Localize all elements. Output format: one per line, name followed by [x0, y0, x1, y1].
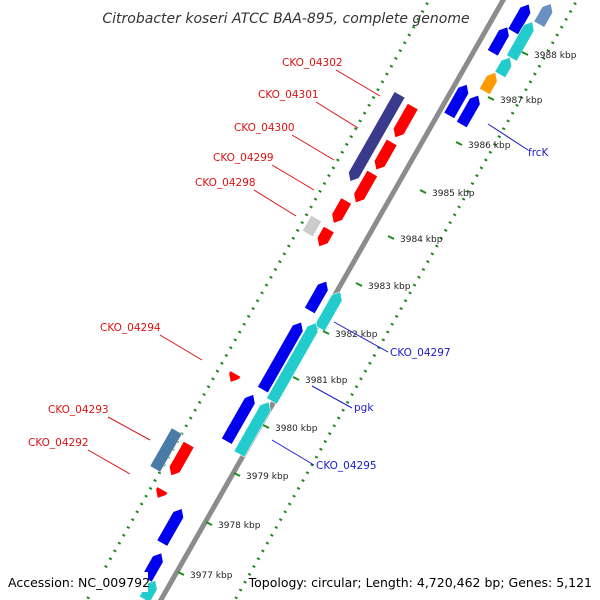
- tick-mark: [455, 141, 463, 146]
- label-leader-line: [335, 69, 381, 97]
- gene-label-track: CKO_04302 CKO_04301 CKO_04300 CKO_04299 CKO_…: [28, 57, 550, 475]
- reverse-feature-2[interactable]: [373, 138, 398, 171]
- cds-feature-3[interactable]: [486, 26, 510, 57]
- tick-track: 3977 kbp 3978 kbp 3979 kbp 3980 kbp 3981 kbp…: [177, 51, 577, 581]
- gc-track-inner: [233, 0, 579, 600]
- label-leader-line: [315, 101, 359, 129]
- label-leader-line: [271, 164, 315, 191]
- accession-text: Accession: NC_009792: [8, 575, 150, 590]
- cds-feature-6[interactable]: [303, 280, 329, 315]
- tick-label: 3980 kbp: [275, 424, 318, 434]
- gene-label-cko_04298[interactable]: CKO_04298: [195, 177, 256, 189]
- cds-feature-2[interactable]: [533, 3, 554, 28]
- reverse-feature-8[interactable]: [155, 486, 169, 499]
- reverse-feature-5[interactable]: [316, 225, 335, 248]
- gene-label-cko_04294[interactable]: CKO_04294: [100, 322, 161, 334]
- tick-label: 3977 kbp: [190, 571, 233, 581]
- tick-label: 3986 kbp: [468, 141, 511, 151]
- label-leader-line: [271, 439, 315, 466]
- label-leader-line: [311, 385, 353, 409]
- tick-mark: [233, 472, 241, 477]
- map-title: Citrobacter koseri ATCC BAA-895, complet…: [102, 11, 469, 27]
- tick-mark: [419, 189, 427, 194]
- gene-label-frck[interactable]: frcK: [528, 147, 550, 159]
- reverse-feature-steel[interactable]: [149, 427, 183, 473]
- label-leader-line: [291, 134, 335, 161]
- label-leader-line: [159, 334, 203, 361]
- reverse-feature-1[interactable]: [392, 102, 419, 138]
- cds-feature-9[interactable]: [156, 508, 184, 547]
- cds-feature-1[interactable]: [507, 3, 532, 36]
- gene-label-cko_04300[interactable]: CKO_04300: [234, 122, 295, 134]
- other-feature-4[interactable]: [266, 322, 319, 405]
- feature-track: [138, 3, 554, 600]
- genome-summary-text: Topology: circular; Length: 4,720,462 bp…: [248, 575, 592, 590]
- reverse-feature-7[interactable]: [168, 440, 195, 476]
- tick-mark: [262, 424, 270, 429]
- tick-mark: [387, 235, 395, 240]
- cds-feature-5[interactable]: [455, 94, 481, 129]
- tick-mark: [205, 521, 213, 526]
- other-feature-1[interactable]: [505, 21, 535, 62]
- label-leader-line: [253, 189, 297, 217]
- cds-feature-8[interactable]: [220, 394, 256, 445]
- tick-label: 3978 kbp: [218, 521, 261, 531]
- tick-label: 3981 kbp: [305, 376, 348, 386]
- gene-label-cko_04301[interactable]: CKO_04301: [258, 89, 319, 101]
- reverse-feature-3[interactable]: [353, 169, 379, 204]
- reverse-feature-6[interactable]: [228, 370, 242, 383]
- gene-label-cko_04297[interactable]: CKO_04297: [390, 347, 451, 359]
- tick-mark: [292, 376, 300, 381]
- gc-track-outer: [85, 0, 431, 600]
- accession-background: [2, 572, 148, 592]
- reverse-feature-purple[interactable]: [348, 91, 406, 182]
- tick-label: 3985 kbp: [432, 189, 475, 199]
- gene-label-cko_04292[interactable]: CKO_04292: [28, 437, 89, 449]
- cds-feature-4[interactable]: [443, 84, 470, 120]
- tick-label: 3979 kbp: [246, 472, 289, 482]
- tick-mark: [355, 282, 363, 287]
- orange-feature[interactable]: [478, 71, 498, 95]
- tick-mark: [521, 51, 529, 56]
- reverse-feature-4[interactable]: [331, 197, 353, 224]
- tick-mark: [487, 96, 495, 101]
- gene-label-cko_04295[interactable]: CKO_04295: [316, 460, 377, 472]
- cds-feature-7[interactable]: [257, 321, 304, 394]
- gene-label-cko_04302[interactable]: CKO_04302: [282, 57, 343, 69]
- other-feature-5[interactable]: [233, 401, 271, 458]
- gene-label-cko_04299[interactable]: CKO_04299: [213, 152, 274, 164]
- tick-label: 3983 kbp: [368, 282, 411, 292]
- label-leader-line: [333, 321, 389, 353]
- tick-label: 3984 kbp: [400, 235, 443, 245]
- tick-label: 3988 kbp: [534, 51, 577, 61]
- tick-label: 3982 kbp: [335, 330, 378, 340]
- summary-background: [256, 572, 598, 592]
- tick-mark: [177, 571, 185, 576]
- gene-label-cko_04293[interactable]: CKO_04293: [48, 404, 109, 416]
- gray-feature[interactable]: [301, 214, 323, 238]
- other-feature-3[interactable]: [313, 291, 343, 332]
- tick-label: 3987 kbp: [500, 96, 543, 106]
- other-feature-2[interactable]: [494, 56, 513, 79]
- gene-label-pgk[interactable]: pgk: [354, 402, 374, 414]
- label-leader-line: [107, 416, 151, 441]
- label-leader-line: [87, 449, 131, 475]
- label-leader-line: [487, 123, 529, 151]
- tick-mark: [322, 330, 330, 335]
